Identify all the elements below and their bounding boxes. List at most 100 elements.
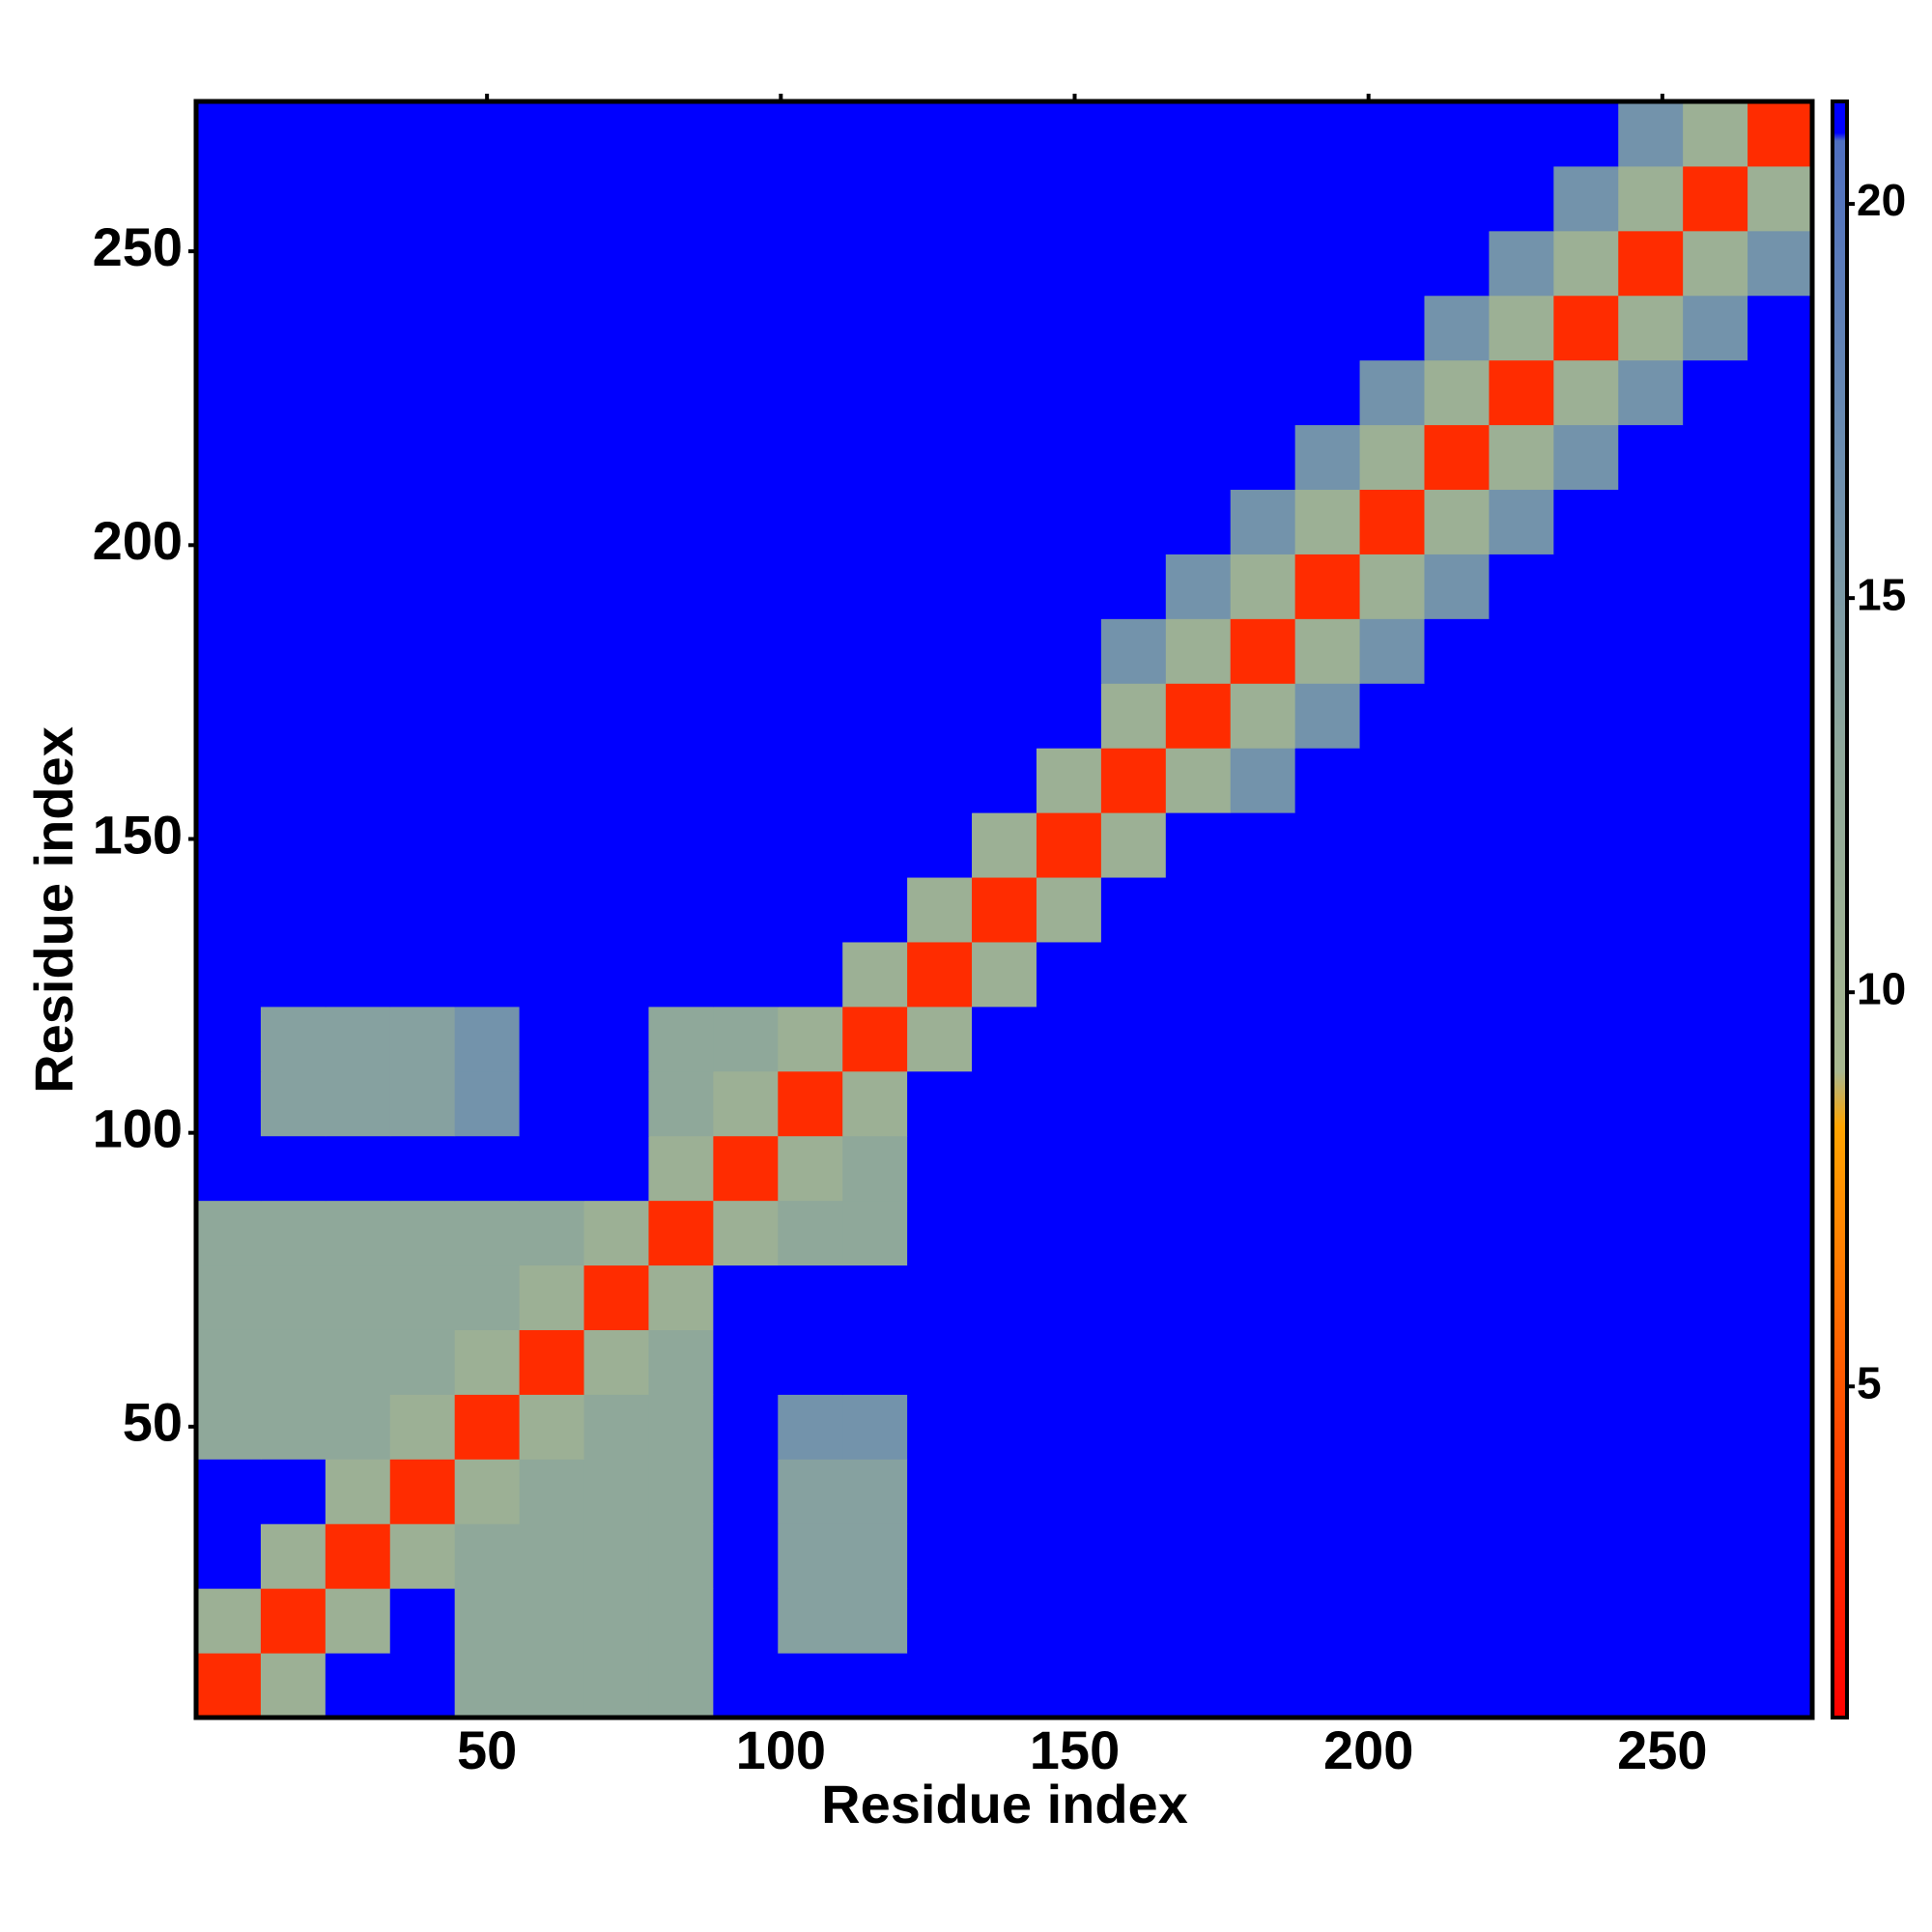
heatmap-cell [1230,1006,1296,1072]
heatmap-cell [648,748,714,813]
heatmap-cell [1036,1006,1102,1072]
heatmap-cell [1424,748,1490,813]
heatmap-cell [454,1653,521,1719]
heatmap-cell [648,1264,714,1330]
y-tick-label: 250 [93,216,183,277]
heatmap-cell [1489,1588,1554,1654]
heatmap-cell [1747,812,1813,878]
heatmap-cell [1489,812,1554,878]
heatmap-cell [907,618,973,684]
heatmap-cell [1100,1264,1167,1330]
heatmap-cell [1553,1523,1619,1589]
heatmap-cell [260,359,327,426]
heatmap-cell [648,295,714,361]
heatmap-cell [583,941,649,1008]
heatmap-cell [1489,1006,1554,1072]
heatmap-cell [1036,101,1102,167]
heatmap-cell [325,1394,391,1460]
heatmap-cell [648,1135,714,1202]
heatmap-cell [389,489,456,554]
heatmap-cell [260,877,327,943]
heatmap-cell [1036,1135,1102,1202]
heatmap-cell [1424,101,1490,167]
heatmap-cell [1618,1394,1684,1460]
heatmap-cell [778,165,843,232]
heatmap-cell [519,295,585,361]
heatmap-cell [1553,165,1619,232]
heatmap-cell [713,424,779,491]
heatmap-cell [454,1459,521,1524]
heatmap-cell [713,1329,779,1395]
heatmap-cell [519,359,585,426]
heatmap-cell [454,1588,521,1654]
heatmap-cell [260,1135,327,1202]
heatmap-cell [1618,1459,1684,1524]
heatmap-cell [1618,359,1684,426]
heatmap-cell [713,877,779,943]
heatmap-cell [389,748,456,813]
heatmap-cell [1618,1200,1684,1266]
heatmap-cell [519,812,585,878]
heatmap-cell [972,1135,1037,1202]
heatmap-cell [907,748,973,813]
heatmap-cell [713,1070,779,1137]
heatmap-cell [196,618,262,684]
heatmap-cell [196,230,262,297]
heatmap-cell [1489,101,1554,167]
heatmap-cell [907,1653,973,1719]
heatmap-cell [1553,1135,1619,1202]
heatmap-cell [842,295,908,361]
heatmap-cell [1424,424,1490,491]
heatmap-cell [1683,1394,1748,1460]
heatmap-cell [1036,359,1102,426]
heatmap-cell [1036,554,1102,619]
heatmap-cell [325,101,391,167]
heatmap-cell [389,424,456,491]
heatmap-cell [1230,424,1296,491]
heatmap-cell [583,101,649,167]
heatmap-cell [1747,424,1813,491]
x-tick-label: 100 [736,1719,826,1780]
heatmap-cell [842,424,908,491]
heatmap-cell [842,489,908,554]
heatmap-cell [842,1200,908,1266]
heatmap-cell [1165,1329,1232,1395]
heatmap-cell [1036,1653,1102,1719]
heatmap-cell [325,489,391,554]
heatmap-cell [778,1588,843,1654]
heatmap-cell [1294,941,1361,1008]
y-tick-label: 100 [93,1097,183,1158]
heatmap-cell [778,683,843,749]
heatmap-cell [1359,1200,1425,1266]
heatmap-cell [1165,295,1232,361]
heatmap-cell [389,1264,456,1330]
heatmap-cell [1747,1264,1813,1330]
heatmap-cell [325,295,391,361]
heatmap-cell [1424,618,1490,684]
heatmap-cell [907,1588,973,1654]
heatmap-cell [1424,1459,1490,1524]
heatmap-cell [648,1459,714,1524]
heatmap-cell [196,1264,262,1330]
heatmap-cell [389,359,456,426]
heatmap-cell [519,877,585,943]
heatmap-cell [1036,1523,1102,1589]
heatmap-cell [713,1200,779,1266]
heatmap-cell [1165,618,1232,684]
heatmap-cell [1165,877,1232,943]
heatmap-cell [1100,1329,1167,1395]
heatmap-cell [1036,1394,1102,1460]
heatmap-cell [1553,101,1619,167]
heatmap-cell [1165,748,1232,813]
heatmap-cell [260,230,327,297]
heatmap-cell [389,1200,456,1266]
colorbar [1831,99,1849,1719]
heatmap-cell [1618,1070,1684,1137]
heatmap-cell [648,1329,714,1395]
heatmap-cell [1553,812,1619,878]
heatmap-cell [1230,877,1296,943]
heatmap-cell [972,1006,1037,1072]
heatmap-cell [454,1329,521,1395]
heatmap-cell [196,1135,262,1202]
